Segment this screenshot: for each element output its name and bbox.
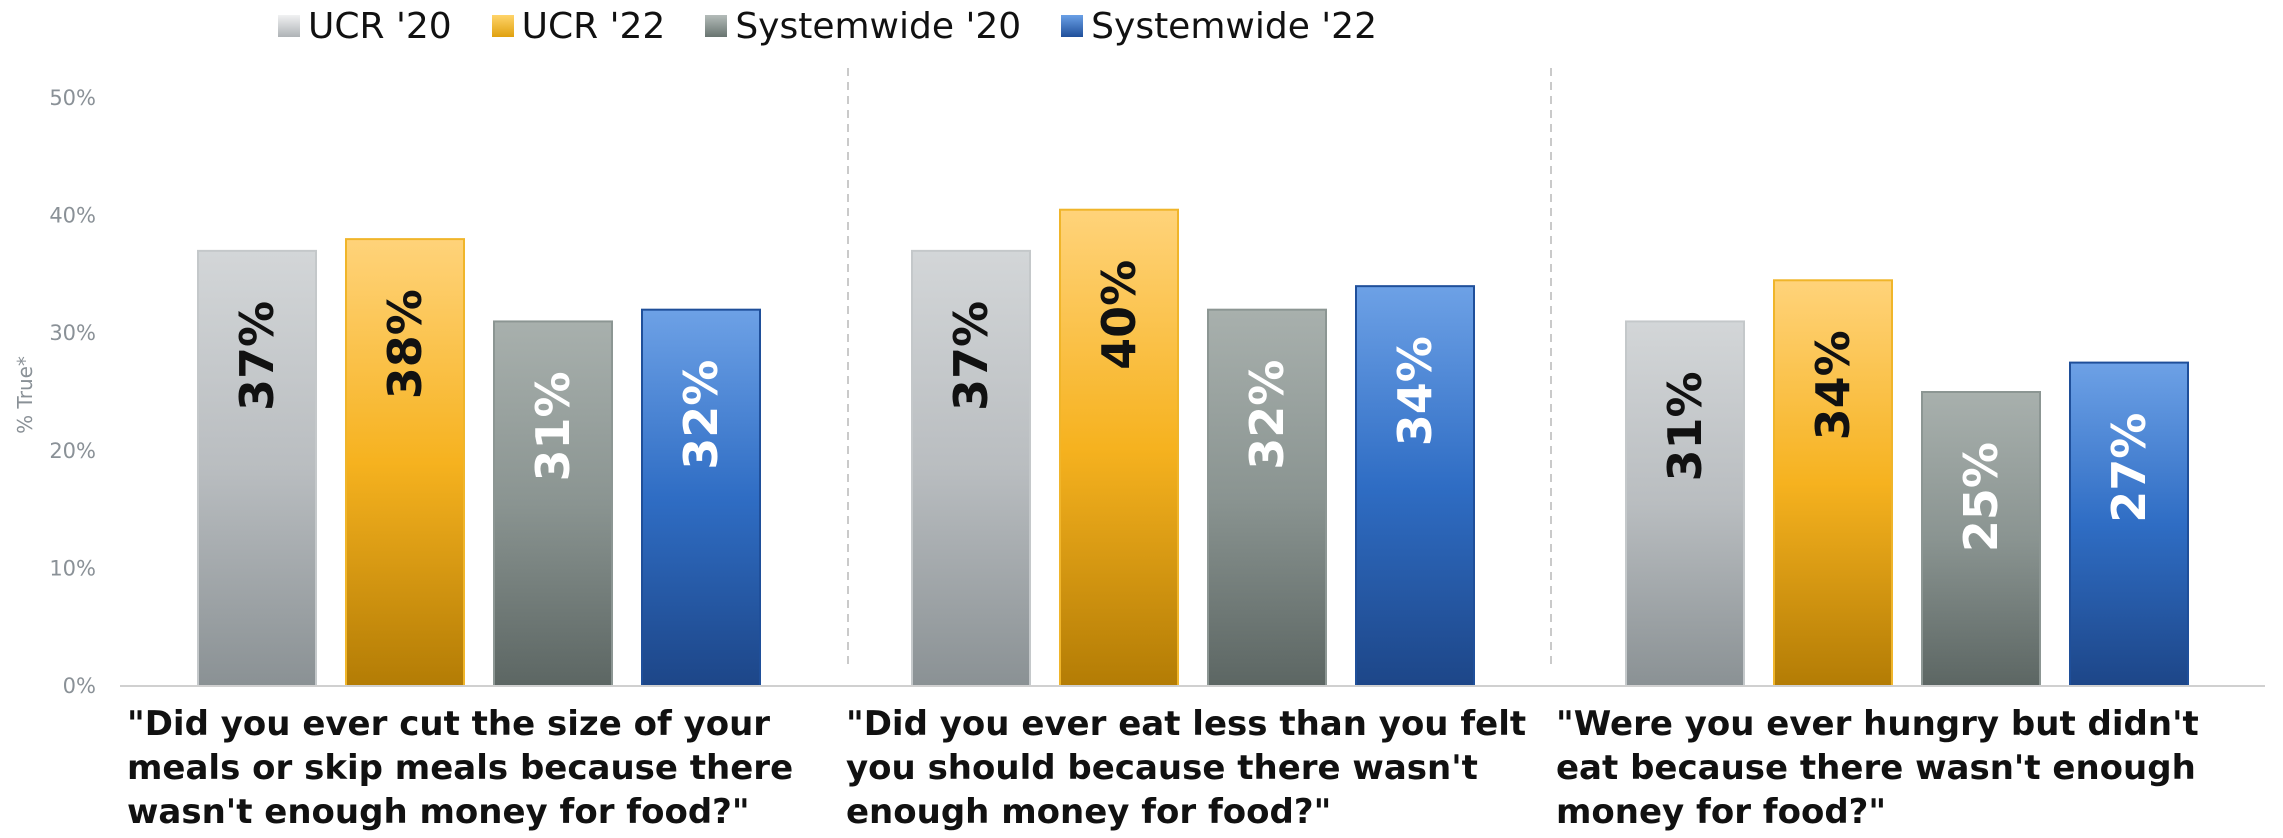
- y-tick-label: 10%: [49, 556, 96, 580]
- legend-item-ucr-22: UCR '22: [491, 5, 666, 47]
- category-label-hungry: "Were you ever hungry but didn't eat bec…: [1556, 704, 2199, 832]
- legend: UCR '20 UCR '22 Systemwide '20 Systemwid…: [0, 0, 1655, 52]
- legend-label: Systemwide '20: [735, 5, 1022, 47]
- legend-label: UCR '22: [521, 5, 666, 47]
- y-tick-label: 40%: [49, 204, 96, 228]
- legend-item-systemwide-20: Systemwide '20: [705, 6, 1021, 47]
- bar-value-label: 31%: [526, 371, 580, 481]
- bar-value-label: 38%: [378, 289, 432, 399]
- y-tick-label: 30%: [49, 321, 96, 345]
- bars: [197, 208, 2189, 687]
- legend-swatch-ucr-20: [278, 15, 300, 37]
- bar-value-label: 27%: [2102, 413, 2156, 523]
- bar-value-label: 37%: [944, 301, 998, 411]
- y-axis-label: % True*: [13, 356, 37, 434]
- legend-label: Systemwide '22: [1091, 5, 1377, 47]
- bar: [1625, 320, 1745, 687]
- bar: [493, 320, 613, 687]
- bar: [1355, 285, 1475, 687]
- legend-swatch-systemwide-20: [705, 15, 728, 37]
- category-label-eat-less: "Did you ever eat less than you felt you…: [846, 704, 1527, 832]
- bar: [197, 249, 317, 687]
- bar-value-label: 25%: [1954, 442, 2008, 552]
- bar-value-label: 32%: [1240, 360, 1294, 470]
- bar: [911, 249, 1031, 687]
- y-tick-label: 50%: [49, 86, 96, 110]
- bar-value-label: 34%: [1388, 336, 1442, 446]
- legend-item-systemwide-22: Systemwide '22: [1061, 6, 1377, 47]
- bar: [1207, 308, 1327, 687]
- y-axis: 0% 10% 20% 30% 40% 50%: [49, 86, 96, 698]
- bar: [1773, 279, 1893, 687]
- bar: [1059, 208, 1179, 687]
- y-tick-label: 20%: [49, 439, 96, 463]
- bar: [2069, 361, 2189, 687]
- legend-label: UCR '20: [308, 5, 452, 47]
- bar-labels: 37% 37% 31% 38% 40% 34% 31% 32% 25% 32% 34% 27%: [230, 260, 2156, 552]
- bar-value-label: 40%: [1092, 260, 1146, 370]
- bar: [641, 308, 761, 687]
- bar-value-label: 34%: [1806, 330, 1860, 440]
- bar-value-label: 37%: [230, 301, 284, 411]
- group-separators: [847, 68, 1552, 666]
- y-tick-label: 0%: [63, 674, 96, 698]
- bar: [1921, 391, 2041, 687]
- bar-value-label: 31%: [1658, 371, 1712, 481]
- legend-item-ucr-20: UCR '20: [278, 6, 452, 47]
- category-label-cut-meals: "Did you ever cut the size of your meals…: [127, 704, 794, 832]
- bar-value-label: 32%: [674, 360, 728, 470]
- legend-swatch-ucr-22: [491, 15, 514, 37]
- legend-swatch-systemwide-22: [1061, 15, 1084, 37]
